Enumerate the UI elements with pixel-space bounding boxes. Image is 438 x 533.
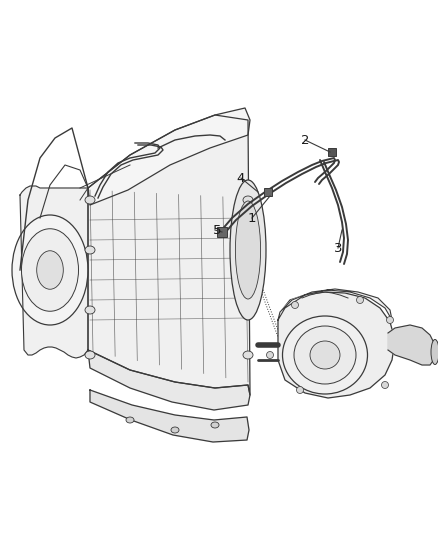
Ellipse shape bbox=[235, 201, 261, 299]
Polygon shape bbox=[20, 186, 88, 358]
Text: 3: 3 bbox=[334, 241, 342, 254]
Bar bbox=[264, 188, 272, 196]
Ellipse shape bbox=[431, 340, 438, 365]
Ellipse shape bbox=[292, 302, 299, 309]
Polygon shape bbox=[88, 350, 250, 410]
Text: 1: 1 bbox=[248, 212, 256, 224]
Ellipse shape bbox=[243, 276, 253, 284]
Ellipse shape bbox=[211, 422, 219, 428]
Ellipse shape bbox=[37, 251, 64, 289]
Ellipse shape bbox=[381, 382, 389, 389]
Ellipse shape bbox=[85, 246, 95, 254]
Text: 5: 5 bbox=[213, 223, 221, 237]
Bar bbox=[328, 148, 336, 156]
Polygon shape bbox=[88, 115, 250, 395]
Ellipse shape bbox=[21, 229, 78, 311]
Ellipse shape bbox=[85, 196, 95, 204]
Ellipse shape bbox=[243, 196, 253, 204]
Polygon shape bbox=[278, 292, 395, 398]
Ellipse shape bbox=[386, 317, 393, 324]
Ellipse shape bbox=[85, 351, 95, 359]
Polygon shape bbox=[278, 289, 392, 320]
Ellipse shape bbox=[310, 341, 340, 369]
Ellipse shape bbox=[230, 180, 266, 320]
Ellipse shape bbox=[171, 427, 179, 433]
Ellipse shape bbox=[283, 316, 367, 394]
Ellipse shape bbox=[294, 326, 356, 384]
Ellipse shape bbox=[266, 351, 273, 359]
Ellipse shape bbox=[243, 351, 253, 359]
Bar bbox=[217, 227, 227, 237]
Ellipse shape bbox=[357, 296, 364, 303]
Polygon shape bbox=[90, 390, 249, 442]
Ellipse shape bbox=[126, 417, 134, 423]
Polygon shape bbox=[88, 108, 250, 205]
Ellipse shape bbox=[297, 386, 304, 393]
Ellipse shape bbox=[85, 306, 95, 314]
Text: 4: 4 bbox=[237, 172, 245, 184]
Ellipse shape bbox=[12, 215, 88, 325]
Polygon shape bbox=[388, 325, 435, 365]
Text: 2: 2 bbox=[301, 133, 309, 147]
